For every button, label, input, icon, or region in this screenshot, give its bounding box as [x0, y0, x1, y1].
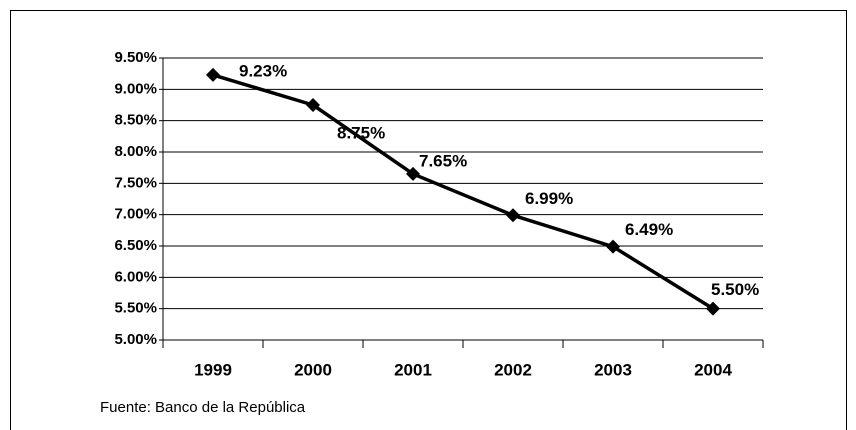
x-tick-label: 2002	[494, 360, 532, 379]
y-tick-label: 7.00%	[114, 206, 157, 223]
data-label: 6.49%	[625, 220, 673, 239]
line	[212, 73, 714, 311]
marker	[306, 98, 320, 112]
source: Fuente: Banco de la República	[100, 399, 306, 416]
x-tick-label: 1999	[194, 360, 232, 379]
data-label: 9.23%	[239, 61, 287, 80]
y-tick-label: 6.00%	[114, 268, 157, 285]
y-tick-label: 9.00%	[114, 80, 157, 97]
x-tick-label: 2003	[594, 360, 632, 379]
x-tick-label: 2001	[394, 360, 432, 379]
y-tick-label: 8.00%	[114, 143, 157, 160]
data-label: 8.75%	[337, 123, 385, 142]
y-tick-label: 5.00%	[114, 331, 157, 348]
marker	[706, 301, 720, 316]
marker	[606, 239, 620, 254]
x-tick-label: 2000	[294, 360, 332, 379]
y-tick-label: 5.50%	[114, 300, 157, 317]
data-label: 6.99%	[525, 189, 573, 208]
marker	[206, 67, 220, 82]
marker	[406, 166, 420, 181]
y-tick-label: 7.50%	[114, 174, 157, 191]
marker	[506, 208, 520, 223]
y-tick-label: 8.50%	[114, 112, 157, 129]
x-tick-label: 2004	[694, 360, 732, 379]
frame	[10, 10, 847, 430]
data-label: 5.50%	[711, 280, 759, 299]
y-tick-label: 6.50%	[114, 237, 157, 254]
y-tick-label: 9.50%	[114, 49, 157, 66]
data-label: 7.65%	[419, 151, 467, 170]
